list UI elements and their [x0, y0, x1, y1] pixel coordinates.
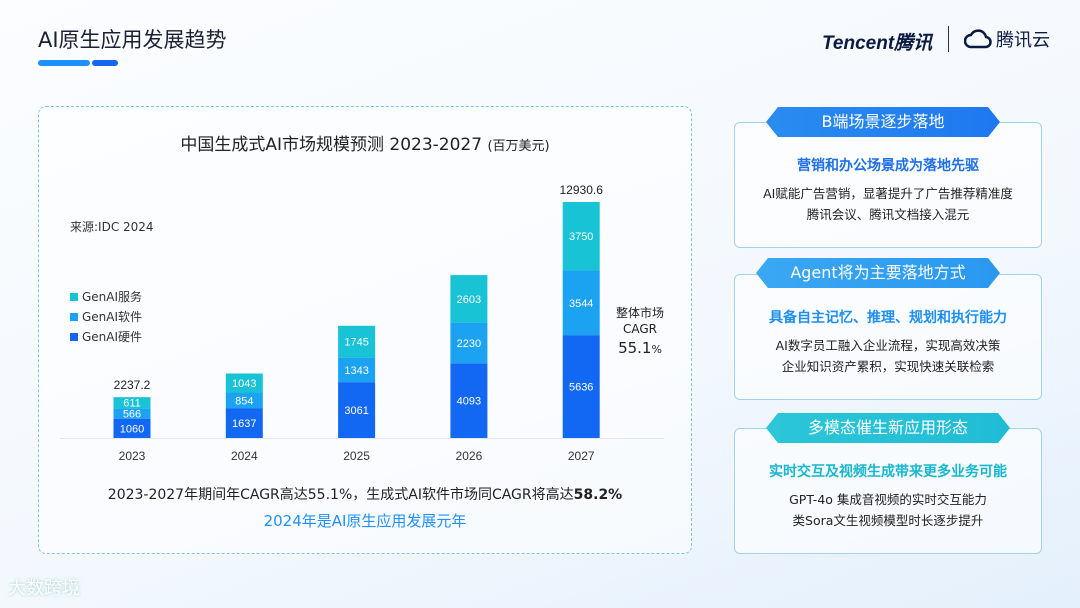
cagr-label-2: CAGR — [622, 322, 657, 336]
bar-value-label: 854 — [235, 395, 253, 407]
card-heading: 营销和办公场景成为落地先驱 — [797, 158, 979, 174]
bar-segment — [113, 397, 151, 409]
legend-item-software: GenAI软件 — [70, 308, 142, 325]
summary-bold: 58.2% — [573, 487, 623, 503]
bar-segment — [338, 382, 376, 438]
x-tick-label: 2024 — [231, 449, 258, 463]
legend-label: GenAI硬件 — [82, 330, 143, 344]
cagr-label-1: 整体市场 — [615, 306, 664, 320]
legend-label: GenAI服务 — [82, 290, 143, 304]
bar-value-label: 1745 — [344, 337, 368, 349]
bar-segment — [225, 408, 263, 438]
bar-value-label: 611 — [123, 398, 141, 410]
bar-value-label: 2230 — [457, 338, 481, 350]
card-body: AI数字员工融入企业流程，实现高效决策 企业知识资产累积，实现快速关联检索 — [735, 335, 1041, 377]
bar-segment — [225, 373, 263, 393]
bar-segment — [562, 202, 600, 271]
cagr-value: 55.1% — [618, 339, 662, 357]
chart-title: 中国生成式AI市场规模预测 2023-2027 (百万美元) — [38, 130, 692, 155]
summary-text: 2023-2027年期间年CAGR高达55.1%，生成式AI软件市场同CAGR将… — [107, 487, 574, 503]
card-line: GPT-4o 集成音视频的实时交互能力 — [789, 492, 987, 507]
bar-segment — [113, 418, 151, 438]
card-line: 类Sora文生视频模型时长逐步提升 — [792, 513, 984, 528]
bar-segment — [450, 275, 488, 323]
card-b-end: 营销和办公场景成为落地先驱 AI赋能广告营销，显著提升了广告推荐精准度 腾讯会议、… — [734, 122, 1042, 248]
legend-swatch — [70, 292, 78, 301]
bar-segment — [338, 357, 376, 383]
bar-segment — [338, 325, 376, 358]
chart-unit: (百万美元) — [487, 139, 550, 154]
legend-item-service: GenAI服务 — [70, 288, 142, 305]
card-heading: 实时交互及视频生成带来更多业务可能 — [769, 464, 1007, 480]
cagr-annotation: 整体市场 CAGR 55.1% — [608, 305, 672, 358]
card-tag: Agent将为主要落地方式 — [756, 258, 1000, 288]
bar-segment — [562, 335, 600, 438]
bar-segment — [113, 408, 151, 419]
chart-title-text: 中国生成式AI市场规模预测 2023-2027 — [180, 135, 483, 155]
card-multimodal: 实时交互及视频生成带来更多业务可能 GPT-4o 集成音视频的实时交互能力 类So… — [734, 428, 1042, 554]
title-underline — [38, 60, 90, 66]
bar-value-label: 566 — [123, 408, 141, 420]
bar-segment — [450, 363, 488, 438]
bar-value-label: 5636 — [569, 382, 593, 394]
x-tick-label: 2023 — [119, 449, 146, 463]
bar-value-label: 1637 — [232, 418, 256, 430]
bar-value-label: 1043 — [232, 378, 256, 390]
chart-source: 来源:IDC 2024 — [70, 220, 154, 234]
card-tag: 多模态催生新应用形态 — [766, 413, 1010, 443]
chart-summary: 2023-2027年期间年CAGR高达55.1%，生成式AI软件市场同CAGR将… — [38, 484, 692, 504]
cloud-icon — [964, 29, 992, 49]
bar-segment — [225, 392, 263, 409]
bar-value-label: 1343 — [344, 365, 368, 377]
chart-highlight: 2024年是AI原生应用发展元年 — [263, 512, 467, 530]
card-agent: 具备自主记忆、推理、规划和执行能力 AI数字员工融入企业流程，实现高效决策 企业知… — [734, 274, 1042, 400]
card-line: 企业知识资产累积，实现快速关联检索 — [781, 359, 995, 374]
logo-divider — [948, 26, 949, 52]
bar-total-label: 2237.2 — [114, 378, 151, 392]
bar-value-label: 2603 — [457, 294, 481, 306]
bar-value-label: 3061 — [344, 405, 368, 417]
legend-label: GenAI软件 — [82, 310, 143, 324]
footer-watermark-logo: 大数跨境 — [8, 578, 80, 599]
card-tag: B端场景逐步落地 — [766, 107, 1000, 137]
legend-swatch — [70, 332, 78, 341]
x-tick-label: 2026 — [456, 449, 483, 463]
bar-segment — [562, 270, 600, 336]
legend-swatch — [70, 312, 78, 321]
bar-value-label: 4093 — [457, 396, 481, 408]
card-line: AI数字员工融入企业流程，实现高效决策 — [775, 338, 1001, 353]
legend-item-hardware: GenAI硬件 — [70, 328, 142, 345]
card-heading: 具备自主记忆、推理、规划和执行能力 — [769, 310, 1007, 326]
bar-value-label: 3750 — [569, 231, 593, 243]
tencent-logo: Tencent腾讯 — [822, 33, 933, 54]
tencent-cloud-text: 腾讯云 — [996, 30, 1050, 51]
bar-value-label: 3544 — [569, 298, 593, 310]
tencent-cloud-logo: 腾讯云 — [964, 26, 1050, 52]
bar-value-label: 1060 — [120, 423, 144, 435]
page-title: AI原生应用发展趋势 — [38, 28, 227, 52]
x-tick-label: 2027 — [568, 449, 595, 463]
bar-segment — [450, 322, 488, 364]
card-line: 腾讯会议、腾讯文档接入混元 — [806, 207, 970, 222]
card-line: AI赋能广告营销，显著提升了广告推荐精准度 — [763, 186, 1013, 201]
card-body: AI赋能广告营销，显著提升了广告推荐精准度 腾讯会议、腾讯文档接入混元 — [735, 183, 1041, 225]
title-underline-accent — [92, 60, 118, 66]
card-body: GPT-4o 集成音视频的实时交互能力 类Sora文生视频模型时长逐步提升 — [735, 489, 1041, 531]
x-tick-label: 2025 — [343, 449, 370, 463]
bar-total-label: 12930.6 — [560, 183, 604, 197]
